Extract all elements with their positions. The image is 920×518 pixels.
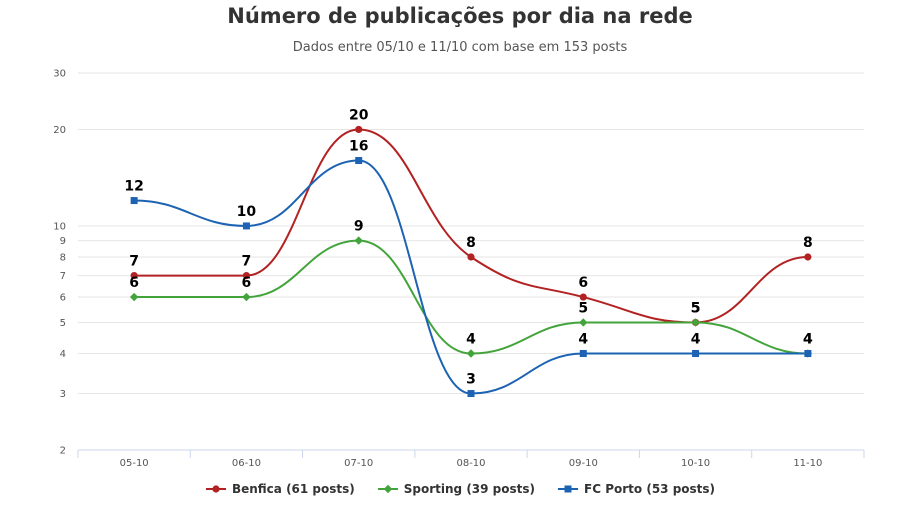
series-3-point	[242, 222, 250, 230]
y-tick-label: 10	[53, 221, 66, 232]
y-tick-label: 5	[60, 318, 66, 329]
y-tick-label: 8	[60, 253, 66, 264]
y-tick-label: 4	[60, 349, 66, 360]
series-2-point	[242, 292, 251, 302]
x-tick-label: 09-10	[569, 458, 598, 469]
x-tick-label: 07-10	[344, 458, 373, 469]
series-3-point	[804, 350, 812, 358]
series-line-3	[134, 159, 808, 395]
data-label: 12	[124, 179, 143, 195]
data-label: 4	[803, 332, 813, 348]
series-3-point	[692, 350, 700, 358]
data-label: 7	[242, 254, 252, 270]
data-label: 4	[691, 332, 701, 348]
series-2-point	[691, 318, 700, 327]
series-1-point	[355, 125, 363, 134]
data-label: 6	[242, 275, 252, 291]
legend-label: Benfica (61 posts)	[231, 482, 355, 496]
y-tick-label: 6	[60, 293, 66, 304]
data-label: 10	[237, 204, 257, 220]
legend: Benfica (61 posts) Sporting (39 posts) FC …	[0, 482, 920, 496]
data-label: 4	[578, 332, 588, 348]
x-tick-label: 10-10	[681, 458, 710, 469]
data-label: 9	[354, 219, 364, 235]
series-2-point	[129, 292, 139, 302]
series-1-point	[130, 271, 138, 280]
legend-label: FC Porto (53 posts)	[584, 482, 716, 496]
legend-item-1[interactable]: Benfica (61 posts)	[205, 482, 355, 496]
data-label: 6	[129, 275, 139, 291]
x-tick-label: 06-10	[232, 458, 261, 469]
y-tick-label: 30	[53, 69, 66, 80]
legend-symbol-circle-icon	[205, 485, 226, 493]
data-label: 5	[691, 300, 701, 316]
series-1-point	[467, 253, 475, 261]
data-label: 4	[466, 332, 476, 348]
series-1-point	[804, 253, 812, 261]
data-label: 7	[129, 254, 139, 270]
data-label: 20	[349, 107, 369, 123]
data-label: 4	[803, 332, 813, 348]
x-tick-label: 11-10	[793, 458, 822, 469]
series-3-point	[130, 197, 138, 205]
legend-label: Sporting (39 posts)	[403, 482, 536, 496]
chart-title: Número de publicações por dia na rede	[227, 4, 693, 28]
y-tick-label: 9	[60, 236, 66, 247]
data-label: 6	[578, 275, 588, 291]
data-label: 3	[466, 372, 476, 388]
y-tick-label: 3	[60, 389, 66, 400]
legend-symbol-square-icon	[558, 485, 579, 493]
y-tick-label: 2	[60, 446, 66, 457]
series-1-point	[579, 293, 587, 301]
legend-symbol-diamond-icon	[377, 484, 398, 494]
chart-subtitle: Dados entre 05/10 e 11/10 com base em 15…	[292, 40, 628, 55]
series-3-point	[467, 390, 475, 398]
data-label: 5	[578, 300, 588, 316]
series-1-point	[242, 271, 251, 280]
series-3-point	[355, 157, 363, 165]
data-label: 16	[349, 139, 368, 155]
y-tick-label: 20	[53, 125, 66, 136]
series-2-point	[354, 236, 363, 245]
x-tick-label: 05-10	[120, 458, 149, 469]
series-2-point	[579, 318, 588, 327]
legend-item-3[interactable]: FC Porto (53 posts)	[557, 482, 715, 496]
series-2-point	[466, 349, 476, 358]
data-label: 8	[803, 235, 813, 251]
y-tick-label: 7	[60, 271, 66, 282]
data-label: 5	[691, 300, 701, 316]
data-label: 8	[466, 235, 476, 251]
x-tick-label: 08-10	[456, 458, 485, 469]
legend-item-2[interactable]: Sporting (39 posts)	[377, 482, 535, 496]
series-3-point	[579, 350, 587, 358]
